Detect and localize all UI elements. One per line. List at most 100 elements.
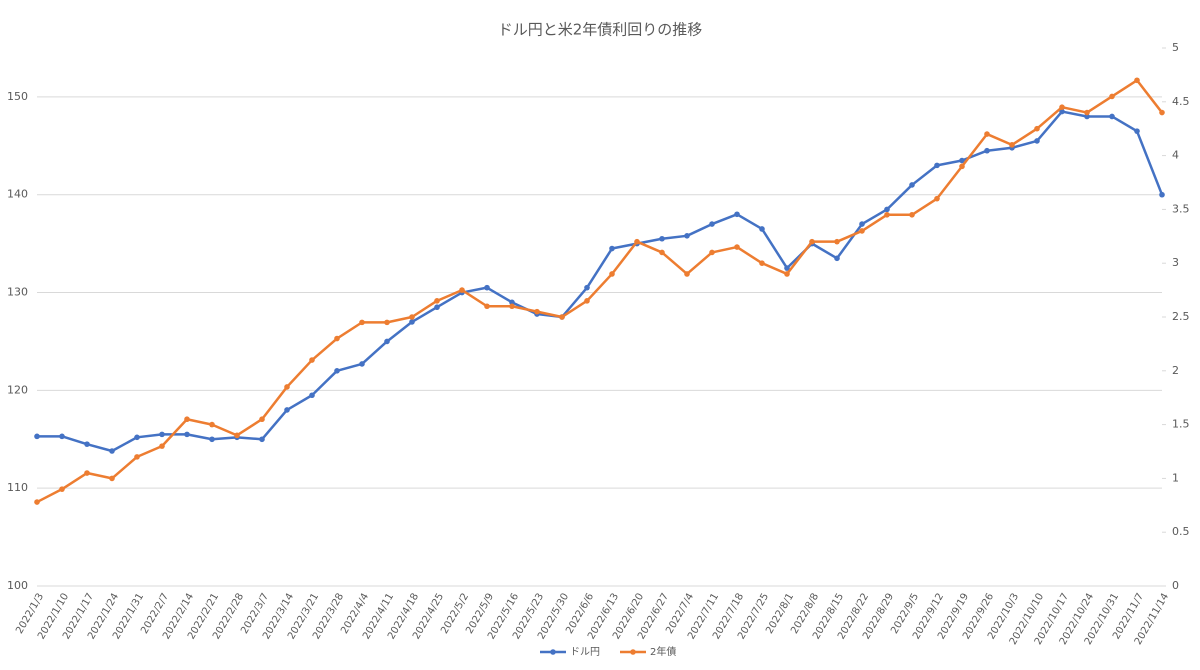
point	[934, 195, 940, 202]
legend-label: ドル円	[570, 647, 600, 658]
series-line	[36, 79, 1163, 504]
y-tick-label: 110	[7, 481, 28, 494]
point	[984, 131, 990, 137]
point	[309, 392, 315, 399]
point	[959, 157, 965, 164]
point	[109, 448, 115, 454]
y2-tick-label: 5	[1172, 41, 1179, 54]
point	[359, 319, 365, 326]
point	[309, 357, 315, 363]
point	[659, 249, 665, 256]
point	[509, 303, 515, 310]
point	[734, 244, 740, 250]
point	[784, 271, 790, 277]
point	[409, 314, 415, 320]
point	[384, 319, 390, 326]
series-line	[37, 110, 1164, 453]
y2-tick-label: 3	[1172, 256, 1179, 269]
point	[509, 299, 515, 306]
point	[209, 421, 215, 428]
point	[609, 271, 615, 277]
point	[1159, 109, 1165, 116]
legend-label: 2年債	[650, 645, 676, 658]
point	[909, 182, 915, 188]
point	[259, 436, 265, 443]
point	[34, 499, 40, 505]
point	[809, 238, 815, 245]
y-tick-label: 150	[7, 90, 28, 103]
point	[1159, 191, 1165, 198]
point	[1059, 108, 1065, 115]
y2-tick-label: 0.5	[1172, 525, 1190, 538]
point	[334, 368, 340, 374]
point	[759, 226, 765, 232]
point	[84, 470, 90, 476]
chart-title: ドル円と米2年債利回りの推移	[498, 21, 703, 39]
point	[584, 298, 590, 304]
point	[409, 319, 415, 325]
point	[634, 238, 640, 245]
point	[959, 163, 965, 170]
y2-tick-label: 4.5	[1172, 95, 1190, 108]
point	[484, 284, 490, 291]
point	[1009, 142, 1015, 148]
point	[1084, 109, 1090, 116]
legend-marker	[550, 649, 556, 655]
y-tick-label: 140	[7, 188, 28, 201]
y2-tick-label: 2.5	[1172, 310, 1190, 323]
point	[84, 441, 90, 447]
point	[609, 245, 615, 252]
point	[859, 228, 865, 234]
point	[109, 475, 115, 482]
point	[1034, 138, 1040, 144]
point	[884, 211, 890, 218]
legend-marker	[630, 649, 636, 655]
point	[784, 265, 790, 271]
point	[1059, 104, 1065, 110]
y-tick-label: 120	[7, 383, 28, 396]
point	[709, 221, 715, 227]
point	[434, 298, 440, 304]
y2-tick-label: 2	[1172, 364, 1179, 377]
point	[134, 434, 140, 441]
point	[34, 433, 40, 440]
point	[134, 454, 140, 460]
point	[209, 436, 215, 443]
point	[659, 235, 665, 242]
point	[59, 433, 65, 440]
point	[584, 284, 590, 291]
point	[684, 271, 690, 277]
point	[734, 211, 740, 218]
point	[859, 221, 865, 227]
point	[1109, 93, 1115, 100]
point	[184, 416, 190, 423]
point	[284, 384, 290, 390]
point	[484, 303, 490, 310]
point	[834, 238, 840, 245]
point	[384, 338, 390, 345]
point	[284, 407, 290, 413]
point	[934, 162, 940, 169]
point	[359, 361, 365, 367]
point	[334, 335, 340, 342]
y2-tick-label: 4	[1172, 149, 1179, 162]
y2-tick-label: 0	[1172, 579, 1179, 592]
point	[184, 431, 190, 438]
point	[159, 443, 165, 449]
point	[59, 486, 65, 492]
y2-tick-label: 3.5	[1172, 202, 1190, 215]
y-tick-label: 130	[7, 286, 28, 299]
y2-tick-label: 1.5	[1172, 418, 1190, 431]
point	[534, 308, 540, 315]
point	[884, 206, 890, 213]
point	[759, 260, 765, 267]
point	[909, 211, 915, 218]
point	[1134, 77, 1140, 84]
point	[259, 416, 265, 423]
point	[159, 431, 165, 438]
point	[1134, 128, 1140, 134]
point	[459, 287, 465, 293]
point	[1034, 125, 1040, 132]
point	[684, 233, 690, 239]
